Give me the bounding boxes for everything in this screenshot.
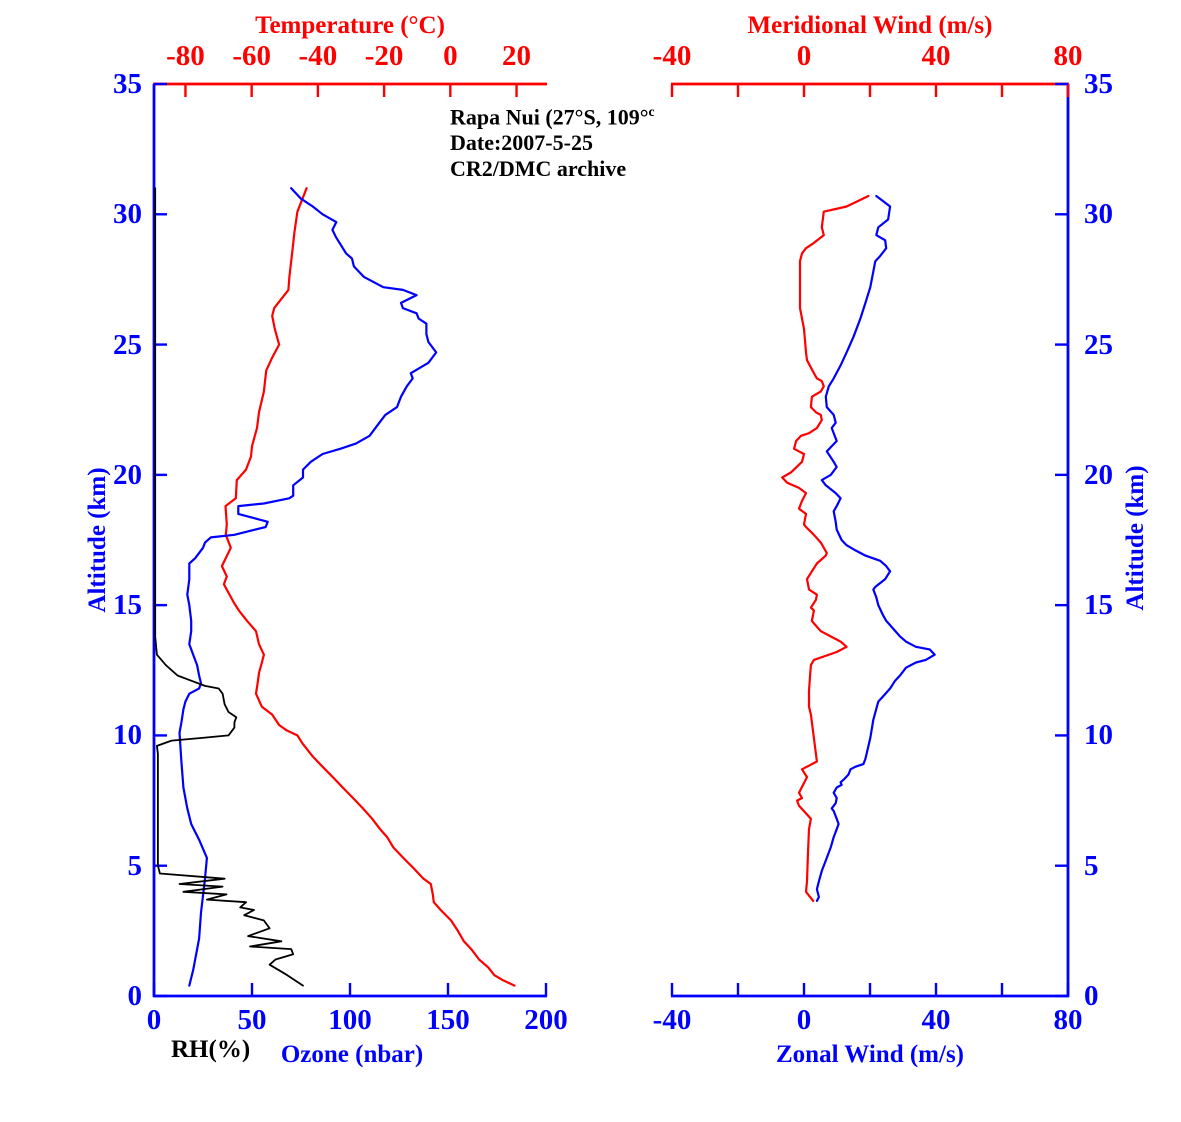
annotation-line-archive: CR2/DMC archive [450, 156, 627, 182]
right-altitude-tick-label: 30 [1084, 198, 1113, 231]
right-bottom-tick-label: -40 [652, 1004, 692, 1036]
right-altitude-tick-label: 5 [1084, 849, 1099, 882]
left-top-tick-label: 0 [443, 40, 458, 72]
zonal-wind-axis-title: Zonal Wind (m/s) [775, 1041, 965, 1068]
right-altitude-tick-label: 10 [1084, 719, 1113, 752]
right-bottom-tick-label: 40 [921, 1004, 951, 1036]
left-top-tick-label: -80 [166, 40, 205, 72]
temperature-axis-title: Temperature (°C) [255, 12, 445, 39]
annotation-line-station: Rapa Nui (27°S, 109°c [450, 99, 655, 130]
right-bottom-tick-label: 0 [796, 1004, 812, 1036]
temperature-curve [220, 187, 516, 987]
left-altitude-tick-label: 25 [113, 328, 142, 361]
ozone-curve [178, 187, 438, 987]
relative-humidity-curve [154, 187, 304, 987]
left-bottom-tick-label: 200 [524, 1004, 568, 1036]
left-altitude-tick-label: 0 [127, 980, 143, 1012]
left-altitude-tick-label: 20 [113, 458, 142, 491]
left-top-tick-label: 20 [502, 40, 532, 72]
right-altitude-tick-label: 0 [1084, 980, 1099, 1012]
ozone-axis-title: Ozone (nbar) [280, 1041, 424, 1068]
zonal-wind-curve [815, 194, 936, 903]
meridional-wind-axis-title: Meridional Wind (m/s) [747, 12, 993, 39]
annotation-line-date: Date:2007-5-25 [450, 130, 593, 156]
right-altitude-tick-label: 15 [1084, 589, 1113, 622]
right-top-tick-label: -40 [652, 40, 692, 72]
station-annotation: Rapa Nui (27°S, 109°c Date:2007-5-25 CR2… [450, 99, 655, 182]
left-altitude-tick-label: 10 [113, 719, 142, 752]
left-altitude-tick-label: 15 [113, 589, 142, 622]
station-name-text: Rapa Nui (27°S, 109° [450, 104, 649, 130]
rh-axis-title: RH(%) [171, 1036, 251, 1063]
left-bottom-tick-label: 0 [146, 1004, 162, 1036]
meridional-wind-curve [781, 194, 870, 903]
right-top-tick-label: 40 [921, 40, 951, 72]
left-bottom-tick-label: 50 [237, 1004, 267, 1036]
left-top-tick-label: -60 [232, 40, 271, 72]
left-altitude-tick-label: 5 [127, 849, 143, 882]
right-altitude-tick-label: 20 [1084, 458, 1113, 491]
left-altitude-tick-label: 35 [113, 68, 142, 100]
left-altitude-tick-label: 30 [113, 198, 142, 231]
right-altitude-tick-label: 25 [1084, 328, 1113, 361]
left-top-tick-label: -40 [298, 40, 338, 72]
right-top-tick-label: 0 [796, 40, 812, 72]
station-name-superscript: c [648, 104, 655, 119]
right-altitude-tick-label: 35 [1084, 68, 1113, 100]
left-bottom-tick-label: 150 [426, 1004, 470, 1036]
right-bottom-tick-label: 80 [1053, 1004, 1083, 1036]
right-top-tick-label: 80 [1053, 40, 1083, 72]
left-top-tick-label: -20 [364, 40, 404, 72]
left-bottom-tick-label: 100 [328, 1004, 372, 1036]
